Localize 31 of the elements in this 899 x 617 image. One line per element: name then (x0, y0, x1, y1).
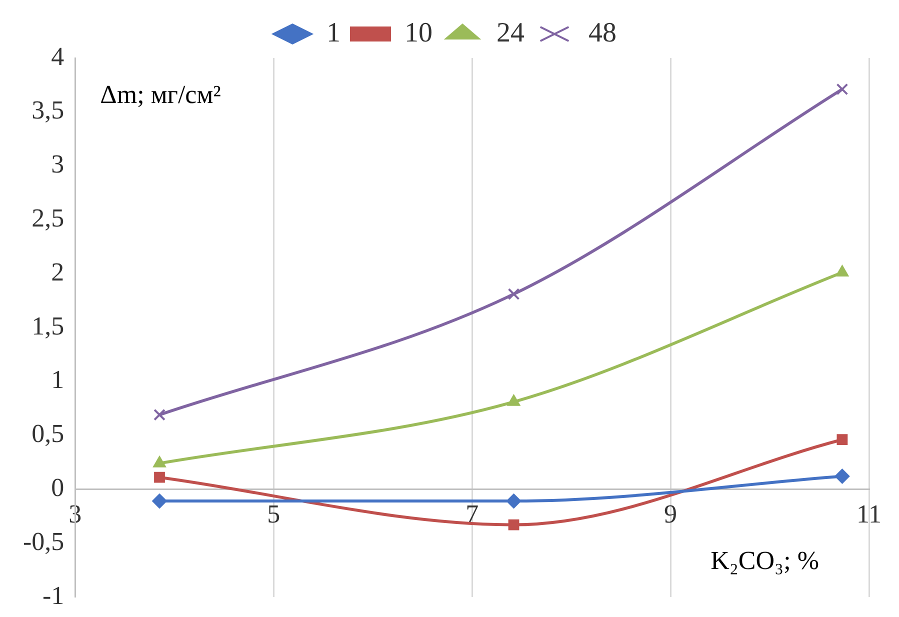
y-axis-title: Δm; мг/см² (100, 80, 222, 109)
x-axis-title: K₂CO₃; % (710, 546, 819, 576)
legend-label: 10 (404, 17, 432, 48)
point (508, 288, 520, 300)
x-tick-label: 9 (664, 500, 678, 529)
y-tick-label: 3 (51, 150, 64, 179)
y-tick-label: -0,5 (22, 526, 64, 556)
point (152, 494, 168, 509)
y-tick-label: -1 (42, 580, 64, 610)
point (154, 472, 165, 483)
point (836, 83, 848, 96)
legend-label: 48 (588, 17, 616, 48)
y-tick-label: 1 (51, 365, 64, 394)
x-tick-label: 7 (466, 500, 479, 529)
point (506, 494, 522, 509)
x-tick-label: 5 (267, 500, 280, 529)
y-tick-label: 0 (51, 473, 64, 502)
legend-label: 1 (326, 17, 340, 48)
point (154, 408, 166, 421)
point (836, 265, 849, 277)
point (508, 519, 520, 530)
y-tick-label: 0,5 (32, 419, 64, 448)
y-tick-label: 3,5 (32, 96, 64, 125)
point (836, 434, 848, 446)
point (834, 468, 850, 484)
legend-label: 24 (496, 17, 524, 48)
y-tick-label: 2 (51, 257, 64, 286)
y-tick-label: 4 (51, 42, 64, 71)
x-tick-label: 11 (856, 500, 882, 529)
y-tick-label: 1,5 (32, 311, 64, 340)
y-tick-label: 2,5 (32, 204, 64, 233)
